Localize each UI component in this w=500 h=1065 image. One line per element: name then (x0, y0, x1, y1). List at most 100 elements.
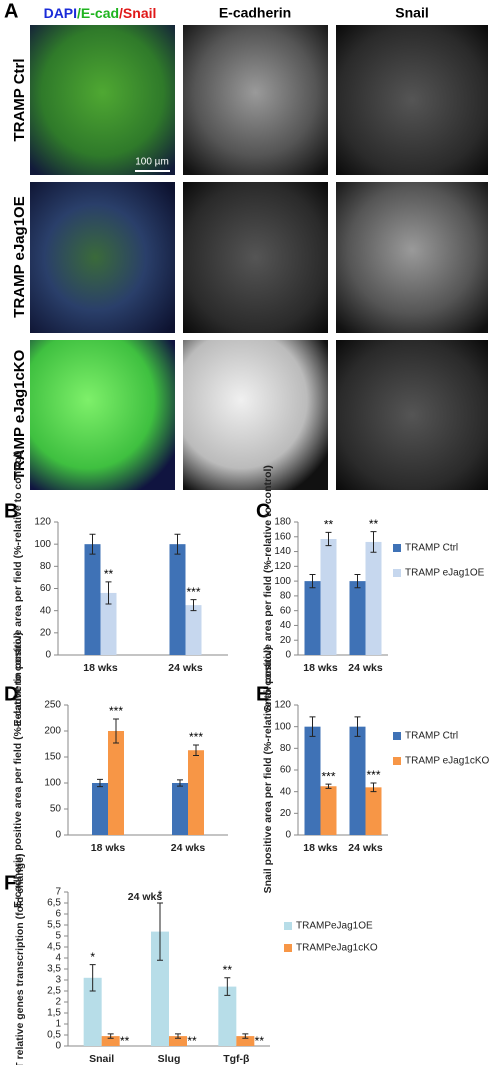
legend-swatch (284, 922, 292, 930)
error-bar (354, 573, 361, 589)
y-tick-label: 0,5 (47, 1030, 61, 1041)
micrograph (183, 340, 328, 490)
x-tick-label: 18 wks (303, 842, 338, 854)
y-tick-label: 250 (44, 700, 61, 711)
bar (304, 581, 321, 655)
error-bar (224, 977, 231, 996)
column-header: DAPI/E-cad/Snail (44, 5, 157, 21)
y-tick-label: 40 (280, 620, 292, 631)
legend-label: TRAMP Ctrl (405, 543, 458, 554)
significance: ** (104, 567, 114, 581)
row-label: TRAMP eJag1OE (11, 196, 28, 317)
error-bar (370, 782, 377, 793)
bar (101, 1036, 120, 1046)
panel-label: E (256, 683, 269, 705)
panel-label: A (4, 0, 18, 22)
y-tick-label: 60 (40, 583, 52, 594)
significance: *** (109, 704, 123, 718)
error-bar (354, 716, 361, 737)
y-tick-label: 200 (44, 726, 61, 737)
error-bar (190, 599, 197, 612)
y-axis-label: Snail positive area per field (%-relativ… (262, 647, 274, 894)
y-axis-label: Snail positive area per field (%-relativ… (262, 465, 274, 712)
y-tick-label: 0 (55, 830, 61, 841)
y-tick-label: 120 (274, 561, 291, 572)
legend-swatch (393, 544, 401, 552)
error-bar (113, 718, 119, 744)
x-tick-label: 18 wks (303, 662, 338, 674)
y-tick-label: 0 (285, 650, 291, 661)
y-tick-label: 2 (55, 997, 61, 1008)
y-axis-label: E-cadherin positive area per field (%-re… (12, 451, 24, 727)
significance: ** (255, 1034, 265, 1048)
x-tick-label: 24 wks (348, 662, 383, 674)
y-tick-label: 140 (274, 546, 291, 557)
bar (365, 787, 382, 835)
y-tick-label: 20 (280, 635, 292, 646)
y-tick-label: 100 (274, 576, 291, 587)
y-tick-label: 4 (55, 953, 61, 964)
y-tick-label: 1,5 (47, 1008, 61, 1019)
legend-label: TRAMP Ctrl (405, 731, 458, 742)
x-tick-label: 18 wks (91, 842, 126, 854)
y-tick-label: 100 (34, 539, 51, 550)
y-tick-label: 2,5 (47, 986, 61, 997)
y-tick-label: 160 (274, 531, 291, 542)
y-tick-label: 80 (40, 561, 52, 572)
y-tick-label: 1 (55, 1019, 61, 1030)
x-tick-label: 18 wks (83, 662, 118, 674)
panel-label: D (4, 683, 18, 705)
significance: *** (366, 768, 380, 782)
error-bar (105, 581, 112, 605)
error-bar (309, 573, 316, 589)
y-tick-label: 180 (274, 517, 291, 528)
y-tick-label: 3,5 (47, 964, 61, 975)
y-tick-label: 150 (44, 752, 61, 763)
y-tick-label: 100 (274, 721, 291, 732)
panel-label: B (4, 500, 18, 522)
micrograph (183, 25, 328, 175)
micrograph (336, 182, 488, 333)
error-bar (242, 1033, 249, 1039)
significance: ** (223, 963, 233, 977)
significance: ** (369, 517, 379, 531)
bar (83, 977, 102, 1046)
legend-label: TRAMPeJag1OE (296, 921, 373, 932)
micrograph (30, 182, 175, 333)
bar (304, 726, 321, 835)
legend-swatch (393, 757, 401, 765)
bar (349, 581, 366, 655)
error-bar (325, 531, 332, 547)
y-tick-label: 7 (55, 887, 61, 898)
bar (218, 986, 237, 1046)
y-tick-label: 20 (280, 808, 292, 819)
significance: * (90, 950, 95, 964)
error-bar (97, 778, 103, 788)
y-tick-label: 0 (45, 650, 51, 661)
x-tick-label: 24 wks (168, 662, 203, 674)
column-header: E-cadherin (219, 5, 291, 21)
significance: *** (186, 585, 200, 599)
bar (169, 1036, 187, 1046)
y-tick-label: 40 (280, 786, 292, 797)
error-bar (89, 533, 96, 555)
micrograph (30, 25, 175, 175)
error-bar (174, 533, 181, 555)
error-bar (175, 1033, 181, 1039)
legend-swatch (284, 944, 292, 952)
significance: ** (187, 1034, 197, 1048)
legend-label: TRAMP eJag1OE (405, 568, 485, 579)
x-tick-label: Slug (158, 1053, 181, 1065)
panel-a: A DAPI/E-cad/Snail E-cadherin Snail 100 … (4, 0, 488, 490)
bar (188, 750, 204, 835)
panel-label: F (4, 872, 16, 894)
error-bar (177, 779, 183, 787)
y-tick-label: 100 (44, 778, 61, 789)
bar (185, 605, 202, 655)
header-part: /Snail (119, 5, 156, 21)
x-tick-label: Snail (89, 1053, 114, 1065)
y-axis-label: EMT relative genes transcription (fold c… (14, 853, 26, 1065)
bar (320, 538, 337, 655)
error-bar (157, 902, 163, 961)
